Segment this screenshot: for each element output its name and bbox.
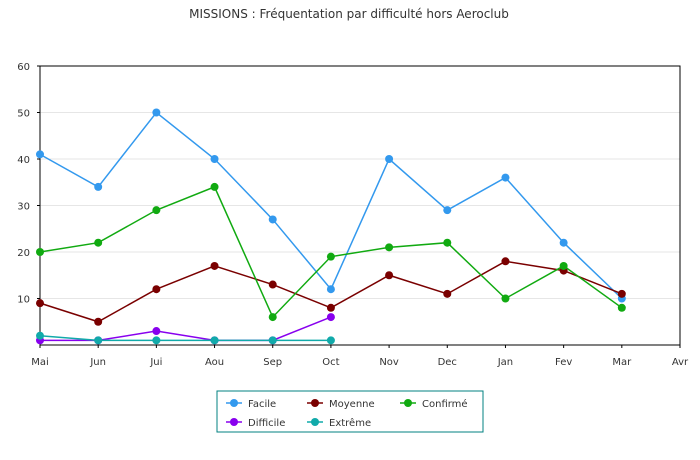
legend-item: Confirmé xyxy=(400,398,468,410)
data-point xyxy=(443,206,452,215)
data-point xyxy=(617,303,626,312)
data-point xyxy=(501,257,510,266)
series-0 xyxy=(36,108,626,303)
data-point xyxy=(94,238,103,247)
data-point xyxy=(326,336,335,345)
x-axis: Mai Jun Jui Aou Sep Oct Nov Dec Jan Fev Mar Avr xyxy=(31,345,689,368)
y-tick-label: 10 xyxy=(17,295,30,306)
x-tick-label: Jun xyxy=(89,357,106,368)
data-point xyxy=(152,206,161,215)
data-point xyxy=(94,182,103,191)
x-tick-label: Aou xyxy=(205,357,224,368)
data-point xyxy=(559,261,568,270)
legend-item: Difficile xyxy=(226,418,285,429)
y-tick-label: 60 xyxy=(17,62,30,73)
data-point xyxy=(326,303,335,312)
data-point xyxy=(326,252,335,261)
legend-swatch-marker xyxy=(404,399,412,407)
y-tick-label: 30 xyxy=(17,202,30,213)
data-point xyxy=(326,313,335,322)
legend-swatch-marker xyxy=(311,399,319,407)
x-tick-label: Fev xyxy=(555,357,572,368)
data-point xyxy=(501,173,510,182)
data-point xyxy=(152,108,161,117)
series-line xyxy=(40,316,332,342)
x-tick-label: Sep xyxy=(263,357,282,368)
chart-title: MISSIONS : Fréquentation par difficulté … xyxy=(189,7,509,21)
data-point xyxy=(501,294,510,303)
data-point xyxy=(152,285,161,294)
data-point xyxy=(268,313,277,322)
x-tick-label: Jan xyxy=(497,357,513,368)
data-point xyxy=(385,271,394,280)
y-tick-label: 40 xyxy=(17,155,30,166)
grid-lines xyxy=(40,65,680,299)
legend: Facile Moyenne Confirmé Difficile Extrême xyxy=(216,390,484,433)
data-point xyxy=(268,215,277,224)
data-point xyxy=(94,317,103,326)
series-2 xyxy=(36,182,626,322)
x-tick-label: Oct xyxy=(322,357,339,368)
data-point xyxy=(36,248,44,256)
data-point xyxy=(443,238,452,247)
data-point xyxy=(94,336,103,345)
series-4 xyxy=(36,331,335,345)
series-line xyxy=(39,334,331,342)
x-tick-label: Jui xyxy=(149,357,162,368)
legend-item: Moyenne xyxy=(307,399,375,410)
data-point xyxy=(443,289,452,298)
data-point xyxy=(385,155,394,163)
y-tick-label: 50 xyxy=(17,109,30,120)
data-point xyxy=(268,280,277,289)
x-tick-label: Avr xyxy=(672,357,689,368)
data-point xyxy=(152,336,161,345)
data-point xyxy=(326,285,335,294)
data-point xyxy=(152,327,161,336)
x-tick-label: Dec xyxy=(438,357,457,368)
data-point xyxy=(210,155,219,163)
legend-box xyxy=(216,390,484,433)
data-point xyxy=(36,299,44,308)
y-tick-label: 20 xyxy=(17,248,30,259)
data-point xyxy=(36,150,44,159)
y-axis: 10 20 30 40 50 60 xyxy=(17,62,40,306)
legend-item: Extrême xyxy=(307,417,371,429)
data-point xyxy=(385,243,394,252)
x-tick-label: Mai xyxy=(31,357,49,368)
legend-label: Confirmé xyxy=(422,398,468,410)
data-point xyxy=(210,261,219,270)
legend-label: Extrême xyxy=(329,417,371,429)
legend-swatch-marker xyxy=(311,418,319,426)
data-point xyxy=(559,238,568,247)
legend-swatch-marker xyxy=(230,399,238,407)
legend-label: Facile xyxy=(248,399,276,410)
series-group xyxy=(36,108,626,345)
data-point xyxy=(210,182,219,191)
legend-label: Difficile xyxy=(248,418,285,429)
legend-item: Facile xyxy=(226,399,276,410)
data-point xyxy=(617,289,626,298)
legend-swatch-marker xyxy=(230,418,238,426)
x-tick-label: Nov xyxy=(379,357,399,368)
data-point xyxy=(210,336,219,345)
legend-label: Moyenne xyxy=(329,399,375,410)
x-tick-label: Mar xyxy=(612,357,632,368)
data-point xyxy=(36,331,44,340)
data-point xyxy=(268,336,277,345)
